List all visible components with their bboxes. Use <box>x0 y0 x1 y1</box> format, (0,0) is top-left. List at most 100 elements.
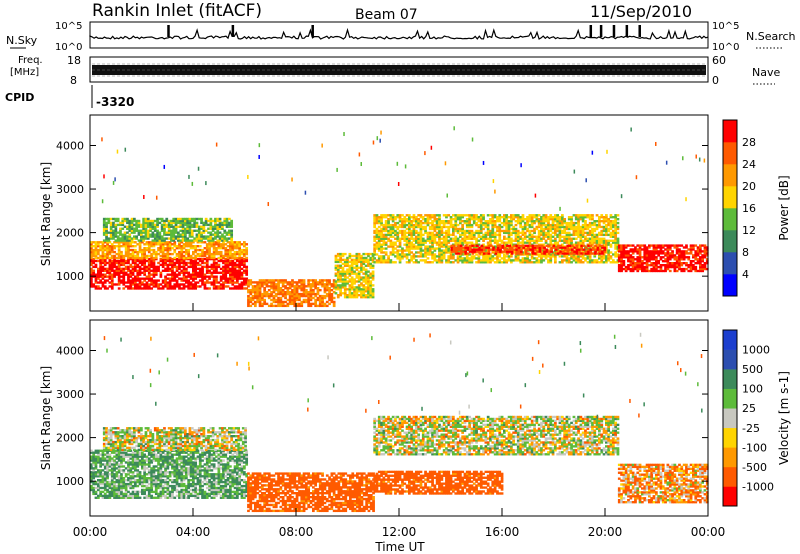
heatmap-cell <box>150 277 154 280</box>
heatmap-cell <box>240 243 244 246</box>
heatmap-cell <box>284 287 287 290</box>
heatmap-cell <box>627 250 630 253</box>
heatmap-cell <box>549 259 553 262</box>
heatmap-cell <box>624 256 628 259</box>
heatmap-cell <box>214 225 217 228</box>
heatmap-cell <box>336 284 340 287</box>
heatmap-cell <box>153 227 157 230</box>
heatmap-cell <box>339 264 343 267</box>
heatmap-cell <box>602 241 606 244</box>
heatmap-cell <box>228 217 231 221</box>
heatmap-cell <box>258 296 262 300</box>
heatmap-cell <box>612 261 615 264</box>
heatmap-cell <box>459 235 462 238</box>
heatmap-cell <box>603 250 607 253</box>
heatmap-cell <box>195 223 199 227</box>
heatmap-cell <box>641 256 644 259</box>
heatmap-cell <box>600 239 604 242</box>
heatmap-cell <box>270 298 273 302</box>
heatmap-cell <box>506 252 509 255</box>
heatmap-cell <box>194 283 198 286</box>
heatmap-cell <box>256 283 260 286</box>
heatmap-cell <box>204 237 208 240</box>
heatmap-cell <box>226 259 230 263</box>
heatmap-cell <box>302 294 306 298</box>
heatmap-cell <box>542 214 546 217</box>
heatmap-cell <box>530 233 534 237</box>
heatmap-cell <box>120 241 123 244</box>
heatmap-cell <box>166 277 170 280</box>
heatmap-cell <box>164 248 167 252</box>
heatmap-cell <box>192 265 195 269</box>
heatmap-cell <box>487 244 491 247</box>
heatmap-cell <box>256 298 260 302</box>
heatmap-cell <box>373 220 377 223</box>
heatmap-cell <box>565 255 569 258</box>
heatmap-cell <box>166 287 170 290</box>
heatmap-cell <box>578 252 581 255</box>
heatmap-cell <box>192 259 195 263</box>
heatmap-cell <box>452 250 456 253</box>
heatmap-cell <box>648 256 651 259</box>
heatmap-cell <box>643 254 647 257</box>
heatmap-cell <box>231 271 235 274</box>
heatmap-cell <box>123 219 127 223</box>
heatmap-cell <box>486 214 490 217</box>
heatmap-cell <box>666 252 670 255</box>
heatmap-cell <box>421 253 425 256</box>
heatmap-cell <box>588 223 592 227</box>
heatmap-cell <box>341 270 345 273</box>
heatmap-cell <box>194 281 198 284</box>
heatmap-cell <box>417 221 421 225</box>
heatmap-cell <box>128 235 132 238</box>
heatmap-cell <box>261 298 264 302</box>
heatmap-cell <box>428 225 432 229</box>
heatmap-cell <box>103 267 107 271</box>
heatmap-cell <box>636 269 640 273</box>
heatmap-cell <box>445 239 448 242</box>
heatmap-cell <box>459 241 462 244</box>
noise-spike <box>311 25 314 37</box>
heatmap-cell <box>167 221 171 225</box>
heatmap-cell <box>371 270 375 273</box>
heatmap-cell <box>620 250 623 253</box>
heatmap-cell <box>561 214 564 217</box>
heatmap-cell <box>134 254 137 258</box>
heatmap-cell <box>375 259 379 262</box>
heatmap-cell <box>203 275 207 278</box>
heatmap-cell <box>236 281 239 284</box>
heatmap-cell <box>581 231 585 235</box>
heatmap-cell <box>138 269 142 272</box>
heatmap-cell <box>129 279 133 282</box>
heatmap-cell <box>121 235 125 238</box>
heatmap-cell <box>636 248 640 251</box>
heatmap-cell <box>454 223 458 227</box>
heatmap-cell <box>594 252 597 255</box>
freq-panel: Freq. [MHz] 18 8 60 0 Nave <box>10 54 780 87</box>
heatmap-cell <box>537 231 541 235</box>
heatmap-cell <box>334 280 338 283</box>
heatmap-cell <box>281 285 285 288</box>
heatmap-cell <box>168 285 172 288</box>
heatmap-cell <box>521 233 525 237</box>
heatmap-cell <box>254 291 257 294</box>
heatmap-cell <box>318 300 322 304</box>
heatmap-cell <box>217 281 221 284</box>
heatmap-cell <box>636 260 640 263</box>
heatmap-cell <box>645 258 649 261</box>
heatmap-cell <box>540 216 543 219</box>
heatmap-cell <box>520 252 523 255</box>
noise-tick-bottom-left: 10^0 <box>55 42 82 53</box>
heatmap-cell <box>510 246 514 249</box>
heatmap-cell <box>643 258 647 261</box>
heatmap-cell <box>362 286 366 289</box>
heatmap-cell <box>614 237 618 240</box>
heatmap-cell <box>598 233 601 237</box>
heatmap-cell <box>300 283 304 286</box>
heatmap-cell <box>666 256 670 259</box>
heatmap-cell <box>245 283 249 286</box>
heatmap-cell <box>587 250 590 253</box>
heatmap-cell <box>192 250 195 254</box>
heatmap-cell <box>480 246 484 249</box>
heatmap-cell <box>554 231 557 235</box>
